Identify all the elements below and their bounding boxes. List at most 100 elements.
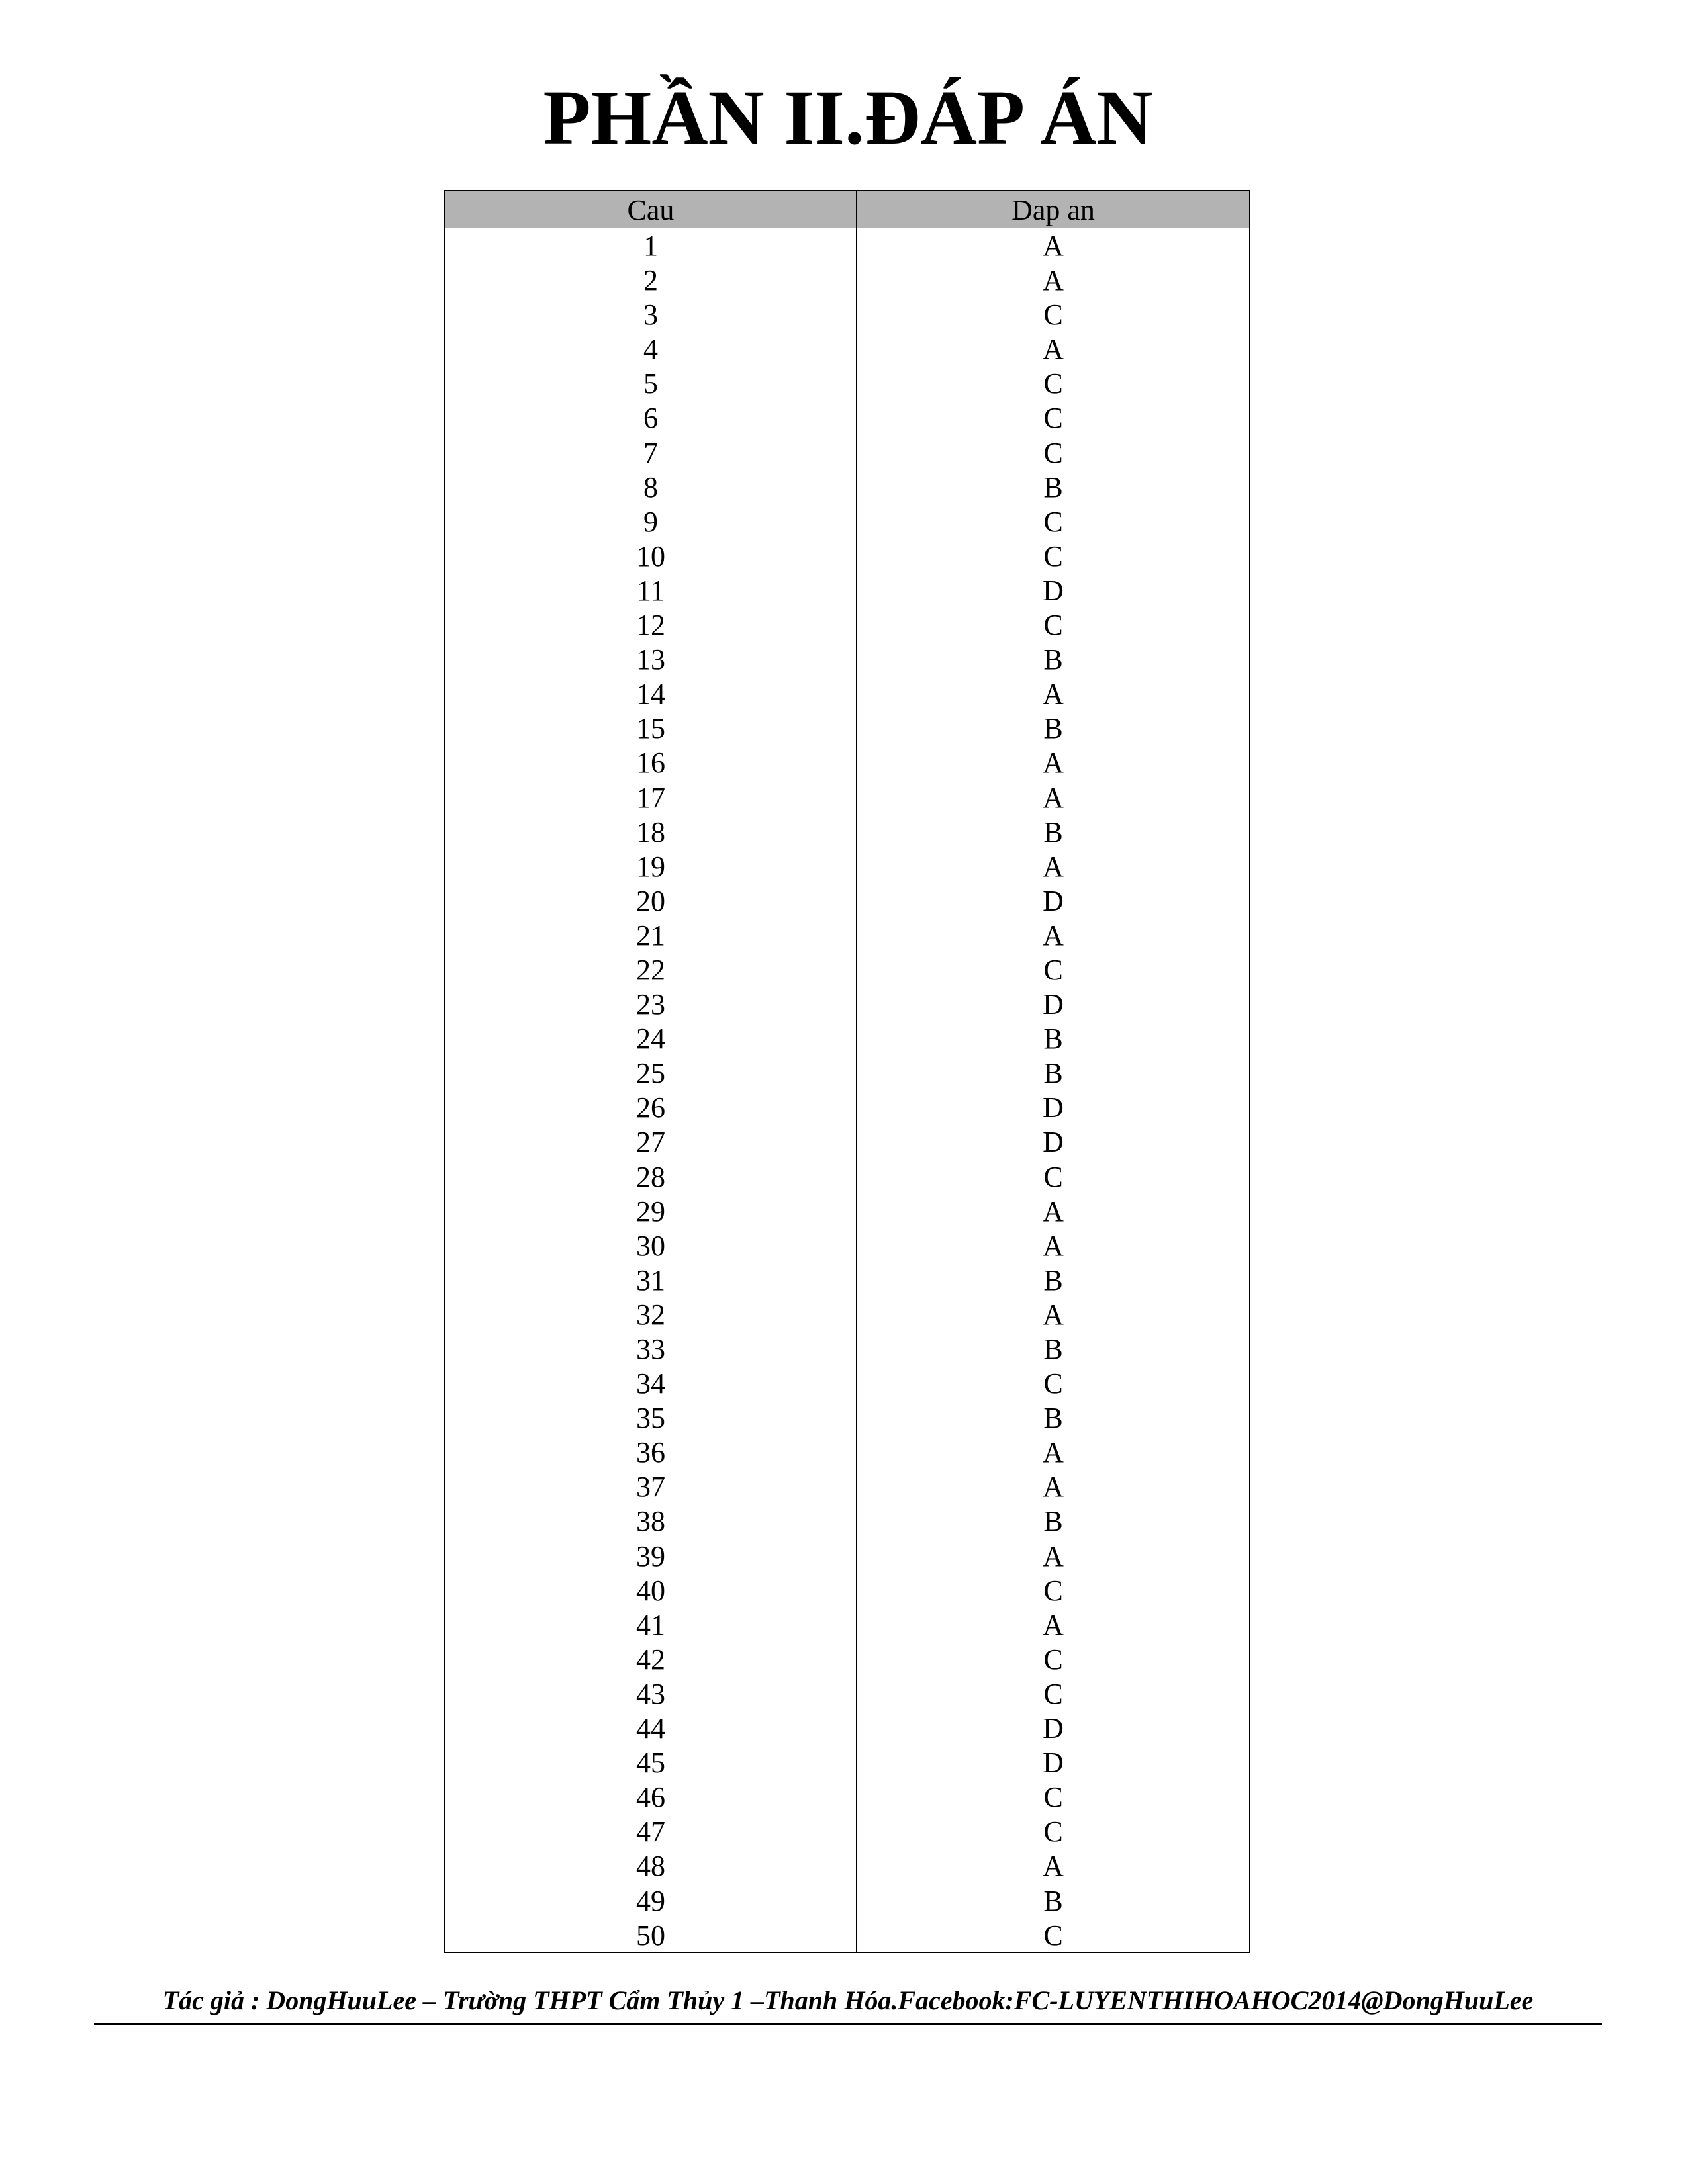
question-number: 21 [445,917,857,952]
answer-table: Cau Dap an 1 A 2 A 3 C 4 A 5 C 6 C 7 C 8 B 9 C 10 C 11 D 12 C 13… [444,190,1250,1953]
answer-letter: D [1043,1091,1064,1124]
answer-letter: B [1043,712,1063,745]
question-number: 32 [445,1296,857,1331]
table-row: 41 A [445,1606,1249,1641]
question-number: 48 [445,1848,857,1883]
question-number: 3 [445,296,857,332]
answer-letter: C [1043,402,1063,435]
question-number: 47 [445,1813,857,1848]
question-number: 13 [445,641,857,676]
answer-letter: A [1043,264,1064,297]
question-number: 14 [445,676,857,711]
table-row: 13 B [445,641,1249,676]
table-row: 35 B [445,1400,1249,1435]
question-number: 50 [445,1917,857,1952]
answer-letter: C [1043,1574,1063,1607]
question-number: 30 [445,1227,857,1262]
question-number: 22 [445,951,857,987]
table-row: 37 A [445,1469,1249,1504]
table-row: 38 B [445,1503,1249,1538]
answer-letter: D [1043,574,1064,607]
table-header: Cau Dap an [445,191,1249,228]
table-row: 15 B [445,710,1249,745]
question-number: 25 [445,1055,857,1090]
question-number: 41 [445,1606,857,1641]
answer-letter: C [1043,1781,1063,1814]
question-number: 19 [445,848,857,883]
answer-letter: D [1043,884,1064,917]
question-number: 2 [445,262,857,297]
answer-letter: C [1043,1815,1063,1848]
question-number: 28 [445,1158,857,1193]
table-row: 32 A [445,1296,1249,1331]
question-number: 34 [445,1365,857,1400]
answer-letter: A [1043,333,1064,366]
question-number: 15 [445,710,857,745]
question-number: 36 [445,1434,857,1469]
table-row: 14 A [445,676,1249,711]
table-row: 10 C [445,537,1249,572]
answer-letter: C [1043,298,1063,332]
table-row: 31 B [445,1261,1249,1297]
answer-letter: B [1043,643,1063,676]
answer-letter: A [1043,1539,1064,1572]
table-row: 28 C [445,1158,1249,1193]
question-number: 26 [445,1089,857,1124]
table-row: 19 A [445,848,1249,883]
question-number: 46 [445,1779,857,1814]
question-number: 27 [445,1124,857,1159]
answer-letter: A [1043,678,1064,711]
table-row: 33 B [445,1331,1249,1366]
answer-letter: A [1043,850,1064,883]
answer-letter: C [1043,1367,1063,1400]
question-number: 18 [445,813,857,848]
question-number: 1 [445,228,857,263]
answer-letter: C [1043,1677,1063,1710]
table-row: 20 D [445,882,1249,917]
answer-letter: A [1043,781,1064,814]
table-row: 23 D [445,986,1249,1021]
answer-letter: B [1043,1057,1063,1090]
question-number: 8 [445,469,857,504]
answer-letter: C [1043,1643,1063,1676]
question-number: 4 [445,331,857,366]
table-row: 30 A [445,1227,1249,1262]
question-number: 12 [445,607,857,642]
answer-letter: A [1043,1471,1064,1504]
table-row: 27 D [445,1124,1249,1159]
table-row: 49 B [445,1882,1249,1917]
table-row: 26 D [445,1089,1249,1124]
question-number: 31 [445,1261,857,1297]
table-row: 46 C [445,1779,1249,1814]
table-row: 25 B [445,1055,1249,1090]
answer-letter: D [1043,988,1064,1021]
table-row: 40 C [445,1572,1249,1607]
table-row: 24 B [445,1021,1249,1056]
question-number: 17 [445,779,857,814]
header-question: Cau [445,191,857,228]
answer-letter: A [1043,1298,1064,1331]
answer-letter: A [1043,1608,1064,1641]
question-number: 37 [445,1469,857,1504]
answer-letter: A [1043,1436,1064,1469]
question-number: 33 [445,1331,857,1366]
answer-letter: C [1043,539,1063,572]
answer-letter: A [1043,230,1064,262]
question-number: 29 [445,1193,857,1228]
table-row: 17 A [445,779,1249,814]
table-row: 36 A [445,1434,1249,1469]
answer-letter: B [1043,471,1063,504]
header-answer: Dap an [1011,194,1095,226]
answer-letter: A [1043,919,1064,952]
question-number: 10 [445,537,857,572]
answer-letter: C [1043,953,1063,986]
question-number: 5 [445,365,857,400]
footer-author: Tác giả : DongHuuLee – Trường THPT Cẩm T… [162,1985,1534,2015]
